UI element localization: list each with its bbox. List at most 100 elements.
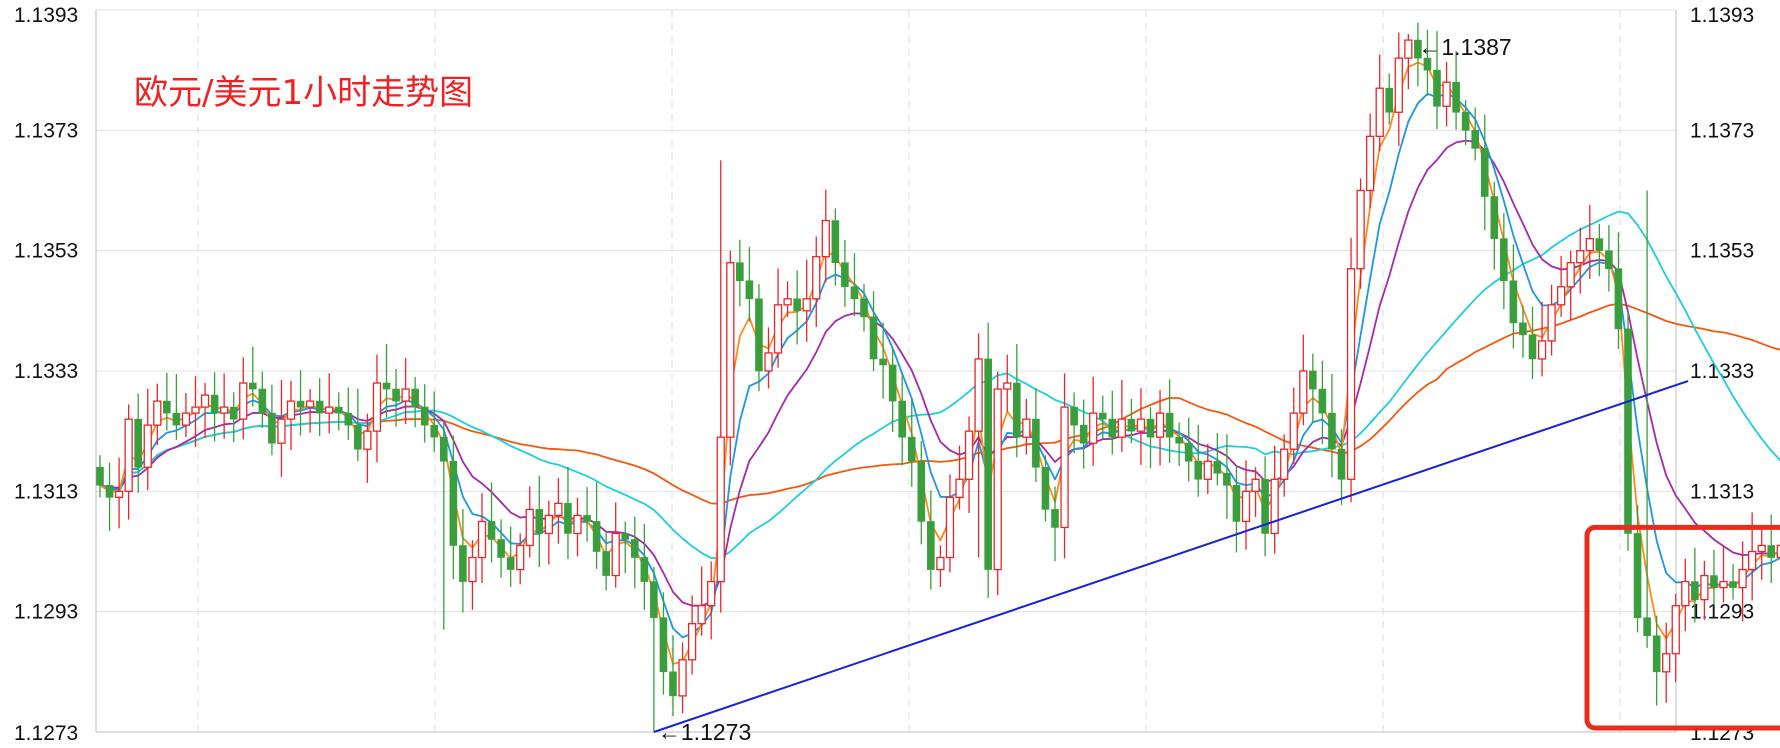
candle xyxy=(1328,374,1336,478)
candle xyxy=(1003,354,1012,412)
candle xyxy=(1299,334,1308,426)
candle xyxy=(1022,398,1031,455)
candle xyxy=(1471,107,1479,161)
candle xyxy=(325,373,334,434)
candle xyxy=(621,521,630,574)
candle xyxy=(1710,549,1718,606)
candle xyxy=(382,343,391,418)
candle xyxy=(650,566,658,732)
candle xyxy=(1032,388,1040,483)
candle xyxy=(821,189,830,283)
candle xyxy=(1509,244,1518,349)
y-tick-label-right: 1.1353 xyxy=(1690,240,1754,263)
candle xyxy=(687,595,697,675)
candle xyxy=(105,462,114,532)
candle xyxy=(1136,388,1146,465)
candle xyxy=(1767,514,1776,584)
candle xyxy=(1576,227,1585,294)
candle xyxy=(1060,373,1069,559)
candle xyxy=(716,160,725,613)
candle xyxy=(430,391,439,452)
y-tick-label-left: 1.1353 xyxy=(14,240,78,263)
candle xyxy=(907,398,916,487)
candle xyxy=(1624,311,1632,551)
candle xyxy=(210,372,219,442)
candle xyxy=(1346,237,1356,503)
candle xyxy=(1127,398,1136,444)
candle xyxy=(1585,204,1594,279)
candle xyxy=(783,281,792,317)
candlesticks xyxy=(96,22,1780,732)
candle xyxy=(1012,343,1021,458)
candle xyxy=(1394,32,1403,146)
candle xyxy=(812,236,821,328)
candle xyxy=(1537,301,1547,377)
candle xyxy=(1442,62,1451,127)
candle xyxy=(1251,467,1260,517)
y-tick-label-right: 1.1393 xyxy=(1690,4,1754,27)
candle xyxy=(1184,417,1193,482)
candle xyxy=(153,383,162,446)
candle xyxy=(1280,434,1289,497)
candle xyxy=(354,388,362,462)
candle xyxy=(258,371,267,428)
candle xyxy=(1461,100,1470,146)
candle xyxy=(1366,113,1375,208)
candle xyxy=(573,497,582,557)
moving-average-lines xyxy=(99,61,1780,665)
candle xyxy=(1165,379,1174,463)
candle xyxy=(1633,505,1642,633)
candle xyxy=(1605,225,1613,292)
candle xyxy=(984,322,992,598)
candle xyxy=(1385,73,1394,125)
candle xyxy=(850,253,859,317)
y-tick-label-right: 1.1333 xyxy=(1690,360,1754,383)
candle xyxy=(487,482,496,563)
y-tick-label-right: 1.1273 xyxy=(1690,722,1754,745)
candle xyxy=(411,377,419,428)
candle xyxy=(1194,424,1203,497)
candle xyxy=(554,477,563,544)
candle xyxy=(249,346,257,407)
candle xyxy=(1098,395,1107,440)
candle xyxy=(1213,432,1222,486)
candle xyxy=(974,333,983,558)
candle xyxy=(1738,541,1747,622)
candle xyxy=(1155,390,1165,466)
y-tick-label-left: 1.1333 xyxy=(14,360,78,383)
candle xyxy=(697,566,706,636)
candle xyxy=(669,635,677,717)
candle xyxy=(200,383,210,439)
candle xyxy=(927,490,935,590)
candle xyxy=(181,392,191,438)
candle xyxy=(1700,560,1709,620)
candle xyxy=(726,250,735,466)
candle xyxy=(1547,284,1556,356)
y-tick-label-right: 1.1373 xyxy=(1690,119,1754,142)
candle xyxy=(802,259,811,342)
candle xyxy=(1614,232,1623,350)
candle xyxy=(315,378,324,436)
candle xyxy=(1757,525,1766,580)
candle xyxy=(1070,392,1078,454)
candle xyxy=(477,493,487,584)
candle xyxy=(1643,190,1651,648)
candle xyxy=(602,531,610,591)
candle xyxy=(525,486,534,558)
y-axis-left: 1.1393 1.1373 1.1353 1.1333 1.1313 1.1293 1.12… xyxy=(14,4,78,745)
candle xyxy=(678,642,687,714)
candle xyxy=(1356,178,1365,289)
candle xyxy=(420,384,429,443)
candle xyxy=(736,239,744,307)
y-tick-label-left: 1.1293 xyxy=(14,601,78,624)
y-tick-label-left: 1.1313 xyxy=(14,480,78,503)
candle xyxy=(401,358,410,424)
candle xyxy=(1232,465,1241,553)
candle xyxy=(1261,456,1269,557)
candle xyxy=(1729,564,1737,600)
y-tick-label-right: 1.1293 xyxy=(1690,601,1754,624)
ma-line-short xyxy=(99,92,1780,639)
candle xyxy=(1108,390,1117,455)
candle xyxy=(1662,622,1671,703)
